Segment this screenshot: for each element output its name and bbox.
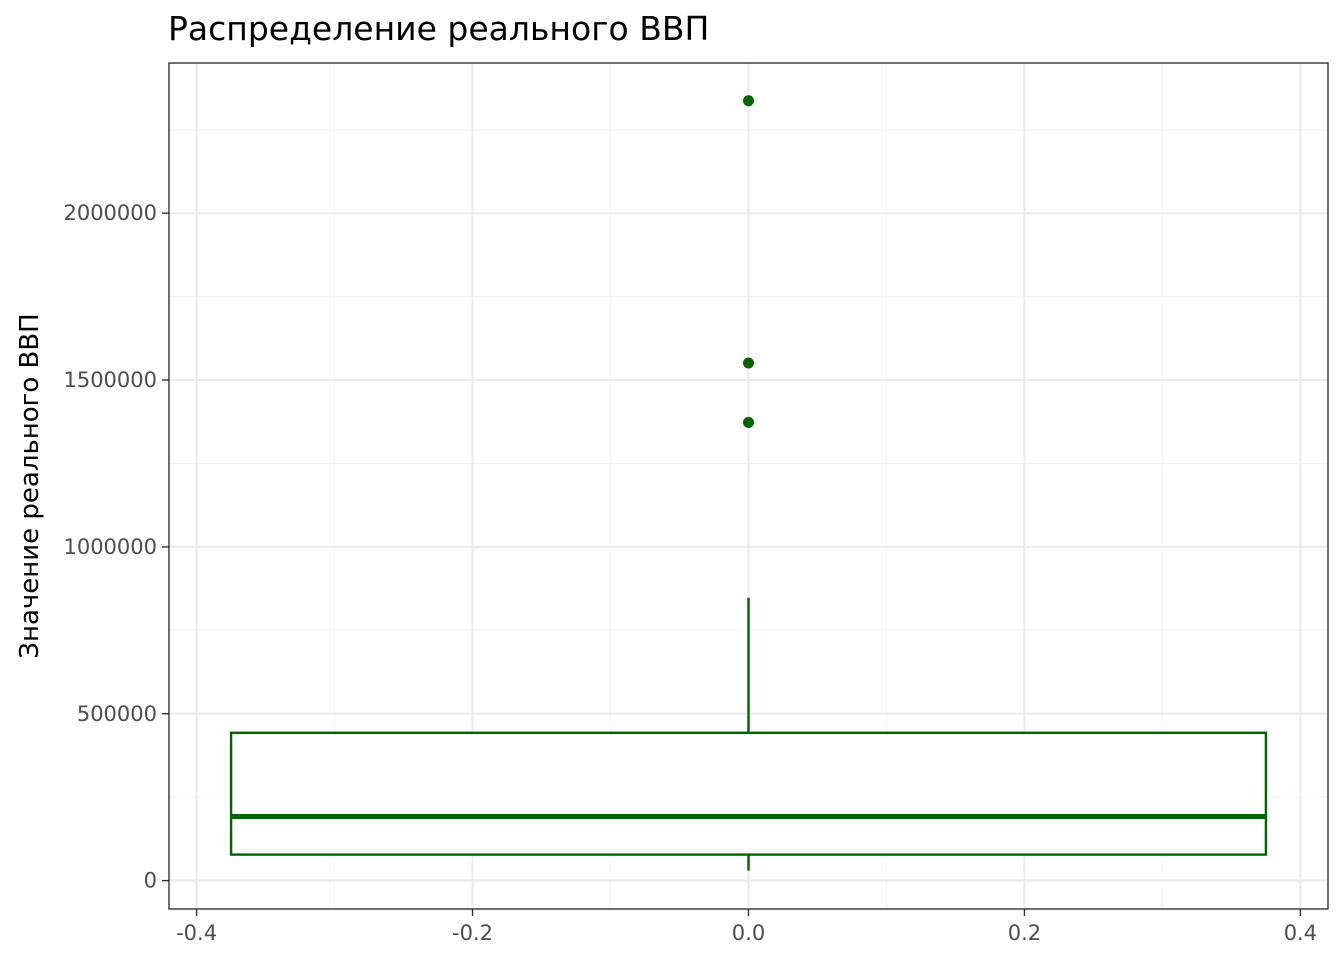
outlier-point — [743, 416, 754, 428]
y-tick-label: 0 — [144, 869, 157, 893]
chart-title: Распределение реального ВВП — [168, 9, 709, 48]
outlier-point — [743, 357, 754, 369]
x-tick-label: 0.4 — [1284, 921, 1317, 945]
x-axis: -0.4 -0.2 0.0 0.2 0.4 — [176, 909, 1317, 945]
y-tick-label: 2000000 — [63, 201, 157, 225]
major-gridlines — [169, 63, 1328, 909]
x-tick-label: 0.2 — [1008, 921, 1041, 945]
x-tick-label: -0.2 — [452, 921, 493, 945]
y-axis-label: Значение реального ВВП — [15, 313, 45, 658]
box-marks — [229, 95, 1268, 871]
x-tick-label: -0.4 — [176, 921, 217, 945]
iqr-box — [229, 731, 1268, 856]
x-tick-label: 0.0 — [732, 921, 765, 945]
y-tick-label: 1500000 — [63, 368, 157, 392]
y-axis: 0 500000 1000000 1500000 2000000 — [63, 201, 169, 893]
y-tick-label: 1000000 — [63, 535, 157, 559]
outlier-point — [743, 95, 754, 107]
y-tick-label: 500000 — [77, 702, 157, 726]
